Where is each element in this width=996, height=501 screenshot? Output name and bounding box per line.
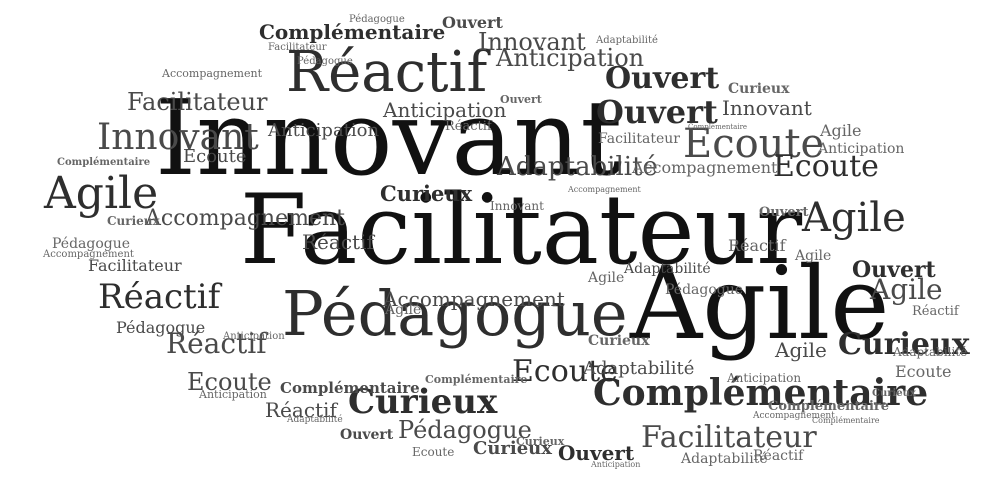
word-complementaire: Complémentaire xyxy=(57,157,151,168)
word-complementaire: Complémentaire xyxy=(768,399,890,414)
word-pedagogue: Pédagogue xyxy=(398,416,532,444)
word-anticipation: Anticipation xyxy=(818,141,905,157)
word-ouvert: Ouvert xyxy=(759,205,809,220)
word-facilitateur: Facilitateur xyxy=(240,174,803,286)
word-ecoute: Ecoute xyxy=(895,362,952,381)
word-pedagogue: Pédagogue xyxy=(665,282,744,298)
word-accompagnement: Accompagnement xyxy=(753,411,835,421)
word-accompagnement: Accompagnement xyxy=(383,287,565,311)
word-complementaire: Complémentaire xyxy=(593,372,929,414)
word-curieux: Curieux xyxy=(872,388,916,399)
word-pedagogue: Pédagogue xyxy=(52,236,131,252)
word-anticipation: Anticipation xyxy=(591,460,641,469)
word-anticipation: Anticipation xyxy=(223,331,285,342)
word-facilitateur: Facilitateur xyxy=(641,420,817,455)
word-agile: Agile xyxy=(870,273,943,306)
word-pedagogue: Pédagogue xyxy=(297,56,353,67)
word-reactif: Réactif xyxy=(445,119,492,134)
word-adaptabilite: Adaptabilité xyxy=(583,358,695,379)
word-anticipation: Anticipation xyxy=(727,371,802,385)
word-curieux: Curieux xyxy=(107,214,160,228)
word-accompagnement: Accompagnement xyxy=(145,206,345,231)
word-facilitateur: Facilitateur xyxy=(268,42,327,53)
word-ecoute: Ecoute xyxy=(773,149,879,184)
word-anticipation: Anticipation xyxy=(199,388,267,401)
word-curieux: Curieux xyxy=(473,438,553,459)
word-ouvert: Ouvert xyxy=(442,13,503,32)
word-adaptabilite: Adaptabilité xyxy=(624,261,711,277)
word-reactif: Réactif xyxy=(265,398,337,422)
word-curieux: Curieux xyxy=(348,382,498,422)
word-facilitateur: Facilitateur xyxy=(598,131,680,147)
word-curieux: Curieux xyxy=(516,435,565,448)
word-anticipation: Anticipation xyxy=(496,44,645,72)
word-pedagogue: Pédagogue xyxy=(116,318,206,337)
word-agile: Agile xyxy=(630,245,890,362)
word-reactif: Réactif xyxy=(728,236,786,255)
word-curieux: Curieux xyxy=(728,81,790,97)
word-ecoute: Ecoute xyxy=(412,445,455,459)
word-facilitateur: Facilitateur xyxy=(88,256,182,275)
word-agile: Agile xyxy=(795,248,832,264)
word-curieux: Curieux xyxy=(588,333,650,349)
word-adaptabilite: Adaptabilité xyxy=(596,35,658,46)
word-agile: Agile xyxy=(775,338,827,362)
word-accompagnement: Accompagnement xyxy=(632,158,778,177)
word-complementaire: Complémentaire xyxy=(425,373,528,386)
word-reactif: Réactif xyxy=(753,448,804,464)
word-accompagnement: Accompagnement xyxy=(568,185,641,194)
word-ouvert: Ouvert xyxy=(605,61,720,96)
word-accompagnement: Accompagnement xyxy=(162,67,262,80)
word-complementaire: Complémentaire xyxy=(812,416,880,425)
word-ecoute: Ecoute xyxy=(183,146,247,167)
word-complementaire: Complémentaire xyxy=(688,123,748,131)
word-innovant: Innovant xyxy=(490,199,544,213)
word-ouvert: Ouvert xyxy=(852,257,936,283)
word-curieux: Curieux xyxy=(380,181,473,206)
word-reactif: Réactif xyxy=(98,277,221,317)
word-accompagnement: Accompagnement xyxy=(43,249,134,260)
word-ouvert: Ouvert xyxy=(340,427,394,443)
word-ouvert: Ouvert xyxy=(596,93,718,131)
word-pedagogue: Pédagogue xyxy=(282,277,628,350)
word-agile: Agile xyxy=(588,270,625,286)
word-reactif: Réactif xyxy=(912,304,959,319)
word-ecoute: Ecoute xyxy=(512,354,618,389)
word-facilitateur: Facilitateur xyxy=(127,88,268,116)
word-pedagogue: Pédagogue xyxy=(349,14,405,25)
word-reactif: Réactif xyxy=(302,230,374,254)
word-ouvert: Ouvert xyxy=(558,441,635,465)
word-adaptabilite: Adaptabilité xyxy=(287,415,343,425)
word-ouvert: Ouvert xyxy=(500,93,542,106)
word-adaptabilite: Adaptabilité xyxy=(681,451,768,467)
word-agile: Agile xyxy=(802,195,906,241)
word-agile: Agile xyxy=(820,121,862,140)
word-complementaire: Complémentaire xyxy=(259,20,446,44)
word-innovant: Innovant xyxy=(155,77,623,199)
word-anticipation: Anticipation xyxy=(268,120,380,141)
word-innovant: Innovant xyxy=(97,117,259,158)
word-reactif: Réactif xyxy=(166,327,267,360)
word-anticipation: Anticipation xyxy=(383,98,507,122)
word-ecoute: Ecoute xyxy=(187,368,272,396)
word-agile: Agile xyxy=(44,168,159,219)
word-reactif: Réactif xyxy=(286,40,488,105)
word-ecoute: Ecoute xyxy=(683,121,825,167)
word-curieux: Curieux xyxy=(838,327,970,362)
word-adaptabilite: Adaptabilité xyxy=(893,345,968,359)
word-innovant: Innovant xyxy=(722,96,812,120)
word-agile: Agile xyxy=(385,302,422,318)
word-innovant: Innovant xyxy=(478,28,586,56)
word-complementaire: Complémentaire xyxy=(280,379,420,397)
word-adaptabilite: Adaptabilité xyxy=(497,152,658,182)
